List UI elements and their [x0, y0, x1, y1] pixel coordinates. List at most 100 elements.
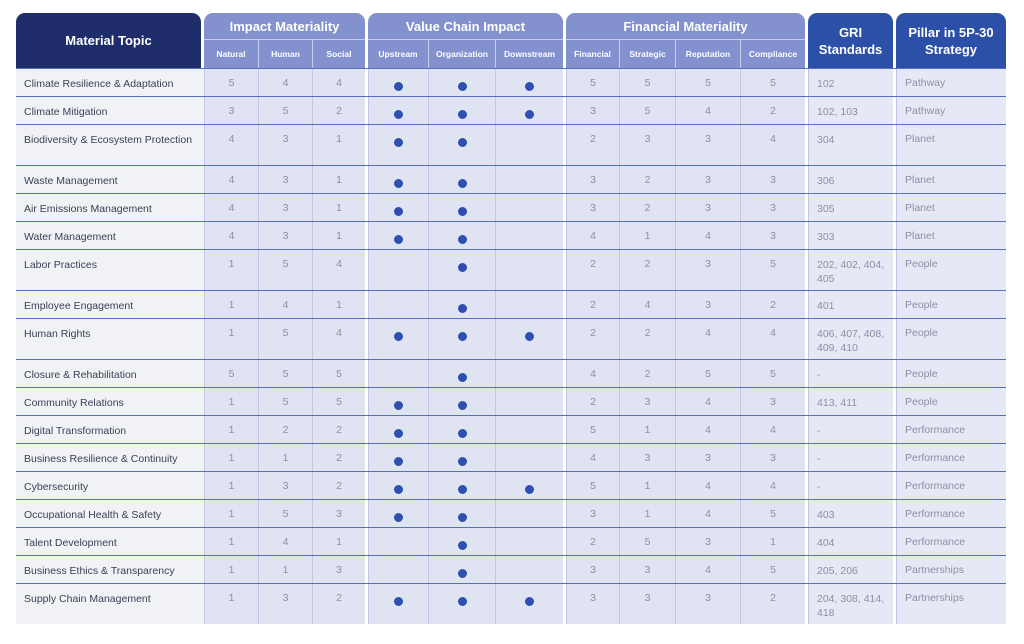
financial-score: 3: [740, 166, 805, 193]
impact-score: 1: [204, 500, 258, 527]
impact-score: 5: [258, 319, 312, 359]
subheader-natural: Natural: [204, 39, 258, 68]
financial-score: 4: [566, 444, 619, 471]
table-row: Occupational Health & Safety 1 5 3 3 1 4 5 403 Pe…: [16, 499, 1006, 527]
indicator-dot-icon: [525, 110, 534, 119]
impact-score: 4: [258, 528, 312, 555]
impact-score: 3: [312, 556, 365, 583]
value-chain-cell: [495, 444, 563, 471]
value-chain-cell: [495, 166, 563, 193]
impact-score: 4: [204, 166, 258, 193]
table-row: Waste Management 4 3 1 3 2 3 3 306 Planet: [16, 165, 1006, 193]
financial-score: 5: [740, 556, 805, 583]
header-material-topic: Material Topic: [16, 13, 201, 68]
value-chain-cell: [368, 97, 428, 124]
gri-cell: 303: [808, 222, 893, 249]
indicator-dot-icon: [457, 429, 467, 438]
subheader-downstream: Downstream: [495, 39, 563, 68]
table-row: Closure & Rehabilitation 5 5 5 4 2 5 5- People: [16, 359, 1006, 387]
impact-score: 2: [312, 472, 365, 499]
topic-cell: Climate Mitigation: [16, 97, 204, 124]
pillar-cell: Partnerships: [896, 584, 1006, 624]
financial-score: 4: [675, 319, 740, 359]
impact-score: 1: [312, 194, 365, 221]
impact-score: 1: [258, 556, 312, 583]
pillar-cell: Planet: [896, 194, 1006, 221]
value-chain-cell: [368, 500, 428, 527]
indicator-dot-icon: [394, 179, 403, 188]
impact-score: 1: [312, 125, 365, 165]
financial-score: 3: [566, 500, 619, 527]
impact-score: 3: [258, 222, 312, 249]
gri-cell: -: [808, 472, 893, 499]
financial-score: 5: [619, 97, 675, 124]
value-chain-cell: [428, 556, 495, 583]
impact-score: 2: [312, 584, 365, 624]
financial-score: 4: [675, 222, 740, 249]
indicator-dot-icon: [457, 138, 467, 147]
table-row: Human Rights 1 5 4 2 2 4 4 406, 407, 408, 409, 4…: [16, 318, 1006, 359]
value-chain-cell: [368, 319, 428, 359]
financial-score: 3: [566, 556, 619, 583]
pillar-cell: Pathway: [896, 69, 1006, 96]
financial-score: 2: [619, 194, 675, 221]
financial-score: 3: [619, 556, 675, 583]
impact-score: 5: [258, 388, 312, 415]
value-chain-cell: [495, 194, 563, 221]
indicator-dot-icon: [525, 332, 534, 341]
subheader-human: Human: [258, 39, 312, 68]
topic-cell: Human Rights: [16, 319, 204, 359]
subheader-financial: Financial: [566, 39, 619, 68]
financial-score: 2: [566, 528, 619, 555]
impact-score: 3: [258, 194, 312, 221]
value-chain-cell: [428, 166, 495, 193]
value-chain-cell: [368, 360, 428, 387]
indicator-dot-icon: [394, 332, 403, 341]
financial-score: 5: [619, 528, 675, 555]
gri-cell: 305: [808, 194, 893, 221]
financial-score: 3: [619, 125, 675, 165]
table-row: Biodiversity & Ecosystem Protection 4 3 1 2 3…: [16, 124, 1006, 165]
impact-score: 5: [204, 69, 258, 96]
impact-score: 1: [204, 416, 258, 443]
value-chain-cell: [368, 222, 428, 249]
financial-score: 3: [675, 194, 740, 221]
gri-cell: 403: [808, 500, 893, 527]
value-chain-cell: [495, 69, 563, 96]
pillar-cell: People: [896, 319, 1006, 359]
topic-cell: Labor Practices: [16, 250, 204, 290]
financial-score: 3: [675, 125, 740, 165]
financial-score: 5: [740, 500, 805, 527]
table-row: Digital Transformation 1 2 2 5 1 4 4- Performanc…: [16, 415, 1006, 443]
indicator-dot-icon: [394, 457, 403, 466]
impact-score: 1: [204, 250, 258, 290]
financial-score: 2: [566, 319, 619, 359]
impact-score: 1: [312, 291, 365, 318]
value-chain-cell: [495, 500, 563, 527]
financial-score: 5: [740, 250, 805, 290]
value-chain-cell: [428, 222, 495, 249]
value-chain-cell: [495, 528, 563, 555]
topic-cell: Biodiversity & Ecosystem Protection: [16, 125, 204, 165]
financial-score: 5: [619, 69, 675, 96]
impact-score: 1: [204, 584, 258, 624]
indicator-dot-icon: [457, 541, 467, 550]
financial-score: 3: [740, 194, 805, 221]
financial-score: 3: [675, 166, 740, 193]
indicator-dot-icon: [457, 513, 467, 522]
indicator-dot-icon: [457, 373, 467, 382]
indicator-dot-icon: [457, 179, 467, 188]
value-chain-cell: [428, 472, 495, 499]
value-chain-cell: [495, 291, 563, 318]
table-row: Supply Chain Management 1 3 2 3 3 3 2 204, 308, …: [16, 583, 1006, 624]
value-chain-cell: [495, 360, 563, 387]
impact-score: 4: [258, 291, 312, 318]
value-chain-cell: [428, 500, 495, 527]
subheader-social: Social: [312, 39, 365, 68]
financial-score: 3: [619, 388, 675, 415]
subheader-upstream: Upstream: [368, 39, 428, 68]
impact-score: 5: [258, 500, 312, 527]
indicator-dot-icon: [525, 82, 534, 91]
pillar-cell: People: [896, 388, 1006, 415]
topic-cell: Waste Management: [16, 166, 204, 193]
